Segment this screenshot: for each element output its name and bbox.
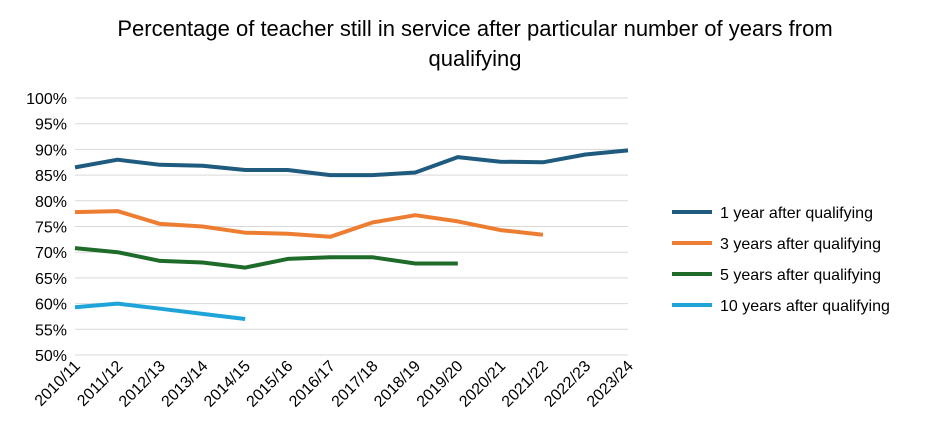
y-tick-label: 90% — [35, 142, 67, 159]
legend-label: 1 year after qualifying — [720, 205, 873, 222]
series-line-1 — [74, 148, 629, 178]
series-line-4 — [74, 301, 246, 321]
gridlines — [75, 97, 628, 356]
x-tick-label: 2017/18 — [329, 358, 382, 411]
x-tick-label: 2020/21 — [456, 358, 509, 411]
y-tick-label: 95% — [35, 117, 67, 134]
y-tick-label: 55% — [35, 322, 67, 339]
x-tick-label: 2018/19 — [371, 358, 424, 411]
x-axis-ticks: 2010/112011/122012/132013/142014/152015/… — [32, 358, 637, 411]
y-tick-label: 85% — [35, 168, 67, 185]
x-tick-label: 2019/20 — [414, 358, 467, 411]
y-axis-ticks: 50% 55% 60% 65% 70% 75% 80% 85% 90% 95% 100% — [26, 91, 67, 365]
chart-title: Percentage of teacher still in service a… — [117, 16, 833, 71]
x-tick-label: 2023/24 — [584, 358, 637, 411]
y-tick-label: 80% — [35, 194, 67, 211]
series-line-2 — [74, 209, 544, 239]
x-tick-label: 2022/23 — [541, 358, 594, 411]
x-tick-label: 2014/15 — [201, 358, 254, 411]
y-tick-label: 100% — [26, 91, 67, 108]
series-lines — [74, 148, 629, 321]
y-tick-label: 75% — [35, 220, 67, 237]
legend: 1 year after qualifying 3 years after qua… — [672, 205, 890, 315]
x-tick-label: 2012/13 — [116, 358, 169, 411]
x-tick-label: 2013/14 — [159, 358, 212, 411]
x-tick-label: 2010/11 — [32, 358, 84, 410]
y-tick-label: 65% — [35, 271, 67, 288]
legend-label: 10 years after qualifying — [720, 298, 890, 315]
y-tick-label: 60% — [35, 297, 67, 314]
series-line-3 — [74, 246, 458, 270]
x-tick-label: 2015/16 — [244, 358, 297, 411]
y-tick-label: 70% — [35, 245, 67, 262]
y-tick-label: 50% — [35, 348, 67, 365]
legend-label: 3 years after qualifying — [720, 236, 881, 253]
legend-label: 5 years after qualifying — [720, 267, 881, 284]
x-tick-label: 2016/17 — [286, 358, 339, 411]
x-tick-label: 2021/22 — [499, 358, 552, 411]
